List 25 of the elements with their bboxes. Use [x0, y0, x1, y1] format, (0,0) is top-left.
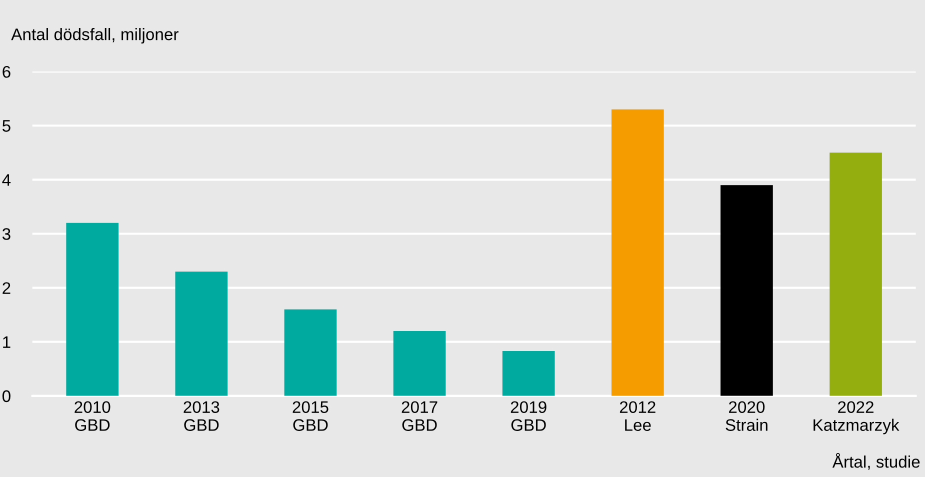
- x-tick-label: 2012 Lee: [620, 401, 656, 431]
- x-tick-label: 2015 GBD: [292, 401, 328, 431]
- bar: [284, 309, 337, 396]
- bar: [175, 272, 228, 396]
- bar: [830, 152, 882, 396]
- y-tick-label: 6: [2, 66, 10, 78]
- bar: [66, 222, 119, 396]
- bar: [720, 185, 773, 396]
- x-tick-label: 2010 GBD: [74, 401, 110, 431]
- x-axis-title: Årtal, studie: [832, 452, 920, 470]
- y-tick-label: 3: [2, 228, 10, 240]
- y-axis-title: Antal dödsfall, miljoner: [11, 28, 178, 44]
- x-tick-label: 2019 GBD: [510, 401, 546, 431]
- y-tick-label: 2: [2, 282, 10, 294]
- y-tick-label: 5: [2, 120, 10, 132]
- x-tick-label: 2020 Strain: [726, 401, 768, 431]
- bar: [611, 109, 664, 396]
- y-tick-label: 1: [3, 336, 10, 348]
- x-tick-label: 2017 GBD: [402, 401, 438, 431]
- x-tick-label: 2022 Katzmarzyk: [814, 401, 900, 434]
- x-tick-label: 2013 GBD: [184, 401, 220, 431]
- y-tick-label: 4: [2, 174, 11, 186]
- bar: [393, 331, 446, 396]
- y-tick-label: 0: [2, 390, 10, 402]
- bar: [502, 351, 555, 396]
